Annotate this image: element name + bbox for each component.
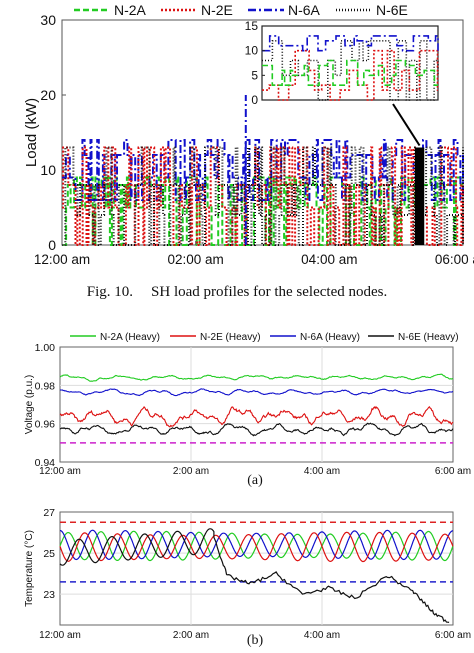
temp-xtick-label: 4:00 am xyxy=(304,630,340,641)
load-legend-label: N-2E xyxy=(201,2,233,18)
load-legend-label: N-6E xyxy=(376,2,408,18)
voltage-plot-area xyxy=(59,346,454,463)
inset-ytick-label: 0 xyxy=(251,93,258,107)
voltage-legend-label: N-6A (Heavy) xyxy=(300,332,360,343)
voltage-ytick-label: 0.94 xyxy=(35,457,56,469)
figure-caption: Fig. 10. SH load profiles for the selecte… xyxy=(0,284,474,301)
voltage-xtick-label: 4:00 am xyxy=(304,466,340,477)
temp-xtick-label: 12:00 am xyxy=(39,630,81,641)
voltage-legend-label: N-2A (Heavy) xyxy=(100,332,160,343)
load-marker-band xyxy=(414,147,425,245)
voltage-series-n-6e xyxy=(59,422,454,437)
load-xtick-label: 02:00 am xyxy=(168,252,224,267)
load-ytick-label: 0 xyxy=(48,237,56,253)
load-ylabel: Load (kW) xyxy=(23,98,40,167)
temp-series-black xyxy=(59,528,450,623)
inset-ytick-label: 5 xyxy=(251,68,258,82)
voltage-ytick-label: 1.00 xyxy=(35,342,56,354)
load-marker-arrow-line xyxy=(392,103,421,147)
temp-plot-area xyxy=(59,511,454,626)
caption-number: Fig. 10. xyxy=(86,284,134,300)
voltage-subfigure-label: (a) xyxy=(247,473,263,488)
load-legend-label: N-2A xyxy=(114,2,147,18)
temp-ytick-label: 23 xyxy=(43,589,55,601)
temp-ytick-label: 25 xyxy=(43,548,55,560)
load-series-n-2e xyxy=(62,146,464,246)
inset-series-n-2e xyxy=(262,49,439,101)
voltage-series-n-2a xyxy=(59,373,454,382)
voltage-xtick-label: 12:00 am xyxy=(39,466,81,477)
load-ytick-label: 10 xyxy=(40,162,56,178)
voltage-series-n-6a xyxy=(59,388,454,397)
temp-series-2 xyxy=(59,531,454,563)
voltage-legend-label: N-2E (Heavy) xyxy=(200,332,261,343)
temp-series-1 xyxy=(59,529,453,561)
inset-plot-area xyxy=(261,25,439,101)
voltage-xtick-label: 2:00 am xyxy=(173,466,209,477)
inset-ytick-label: 15 xyxy=(245,19,259,33)
voltage-legend-label: N-6E (Heavy) xyxy=(398,332,459,343)
voltage-ytick-label: 0.98 xyxy=(35,380,56,392)
load-xtick-label: 04:00 am xyxy=(301,252,357,267)
load-ytick-label: 30 xyxy=(40,12,56,28)
temp-subfigure-label: (b) xyxy=(247,633,264,648)
load-series-n-6a xyxy=(62,139,464,201)
temp-xtick-label: 2:00 am xyxy=(173,630,209,641)
voltage-ytick-label: 0.96 xyxy=(35,419,56,431)
temp-ylabel: Temperature (°C) xyxy=(24,530,35,607)
load-legend-label: N-6A xyxy=(288,2,321,18)
inset-ytick-label: 10 xyxy=(245,44,259,58)
temp-xtick-label: 6:00 am xyxy=(435,630,471,641)
voltage-xtick-label: 6:00 am xyxy=(435,466,471,477)
inset-series-n-6a xyxy=(262,35,439,52)
temp-ytick-label: 27 xyxy=(43,507,55,519)
load-xtick-label: 12:00 am xyxy=(34,252,90,267)
voltage-series-n-2e xyxy=(59,405,454,428)
caption-text: SH load profiles for the selected nodes. xyxy=(151,284,388,300)
load-xtick-label: 06:00 am xyxy=(435,252,474,267)
inset-series-n-2a xyxy=(262,59,438,86)
load-ytick-label: 20 xyxy=(40,87,56,103)
inset-series-n-6e xyxy=(262,39,439,101)
voltage-ylabel: Voltage (p.u.) xyxy=(24,375,35,434)
